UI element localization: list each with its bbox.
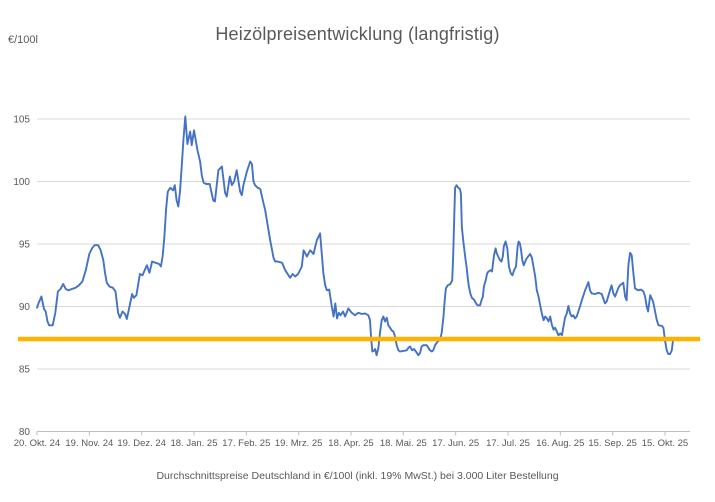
x-tick-label: 19. Dez. 24 <box>117 438 166 449</box>
y-tick-label: 85 <box>19 365 31 376</box>
x-tick-label: 15. Okt. 25 <box>642 438 688 449</box>
x-tick-label: 18. Apr. 25 <box>328 438 373 449</box>
x-tick-label: 17. Jun. 25 <box>432 438 479 449</box>
x-tick-label: 15. Sep. 25 <box>588 438 637 449</box>
price-line <box>36 115 677 357</box>
y-axis-unit-label: €/100l <box>8 34 38 46</box>
y-tick-label: 90 <box>19 302 31 313</box>
y-tick-label: 105 <box>13 115 30 126</box>
x-tick-label: 17. Jul. 25 <box>486 438 530 449</box>
y-tick-label: 80 <box>19 427 31 438</box>
x-tick-label: 19. Mrz. 25 <box>275 438 323 449</box>
chart-title: Heizölpreisentwicklung (langfristig) <box>215 24 500 44</box>
x-tick-label: 17. Feb. 25 <box>222 438 270 449</box>
y-tick-label: 95 <box>19 240 31 251</box>
x-tick-label: 20. Okt. 24 <box>14 438 60 449</box>
x-tick-label: 19. Nov. 24 <box>65 438 113 449</box>
chart-footer-caption: Durchschnittspreise Deutschland in €/100… <box>156 470 559 482</box>
x-tick-label: 18. Jan. 25 <box>170 438 217 449</box>
y-tick-label: 100 <box>13 177 30 188</box>
x-tick-label: 18. Mai. 25 <box>380 438 427 449</box>
x-tick-label: 16. Aug. 25 <box>536 438 584 449</box>
